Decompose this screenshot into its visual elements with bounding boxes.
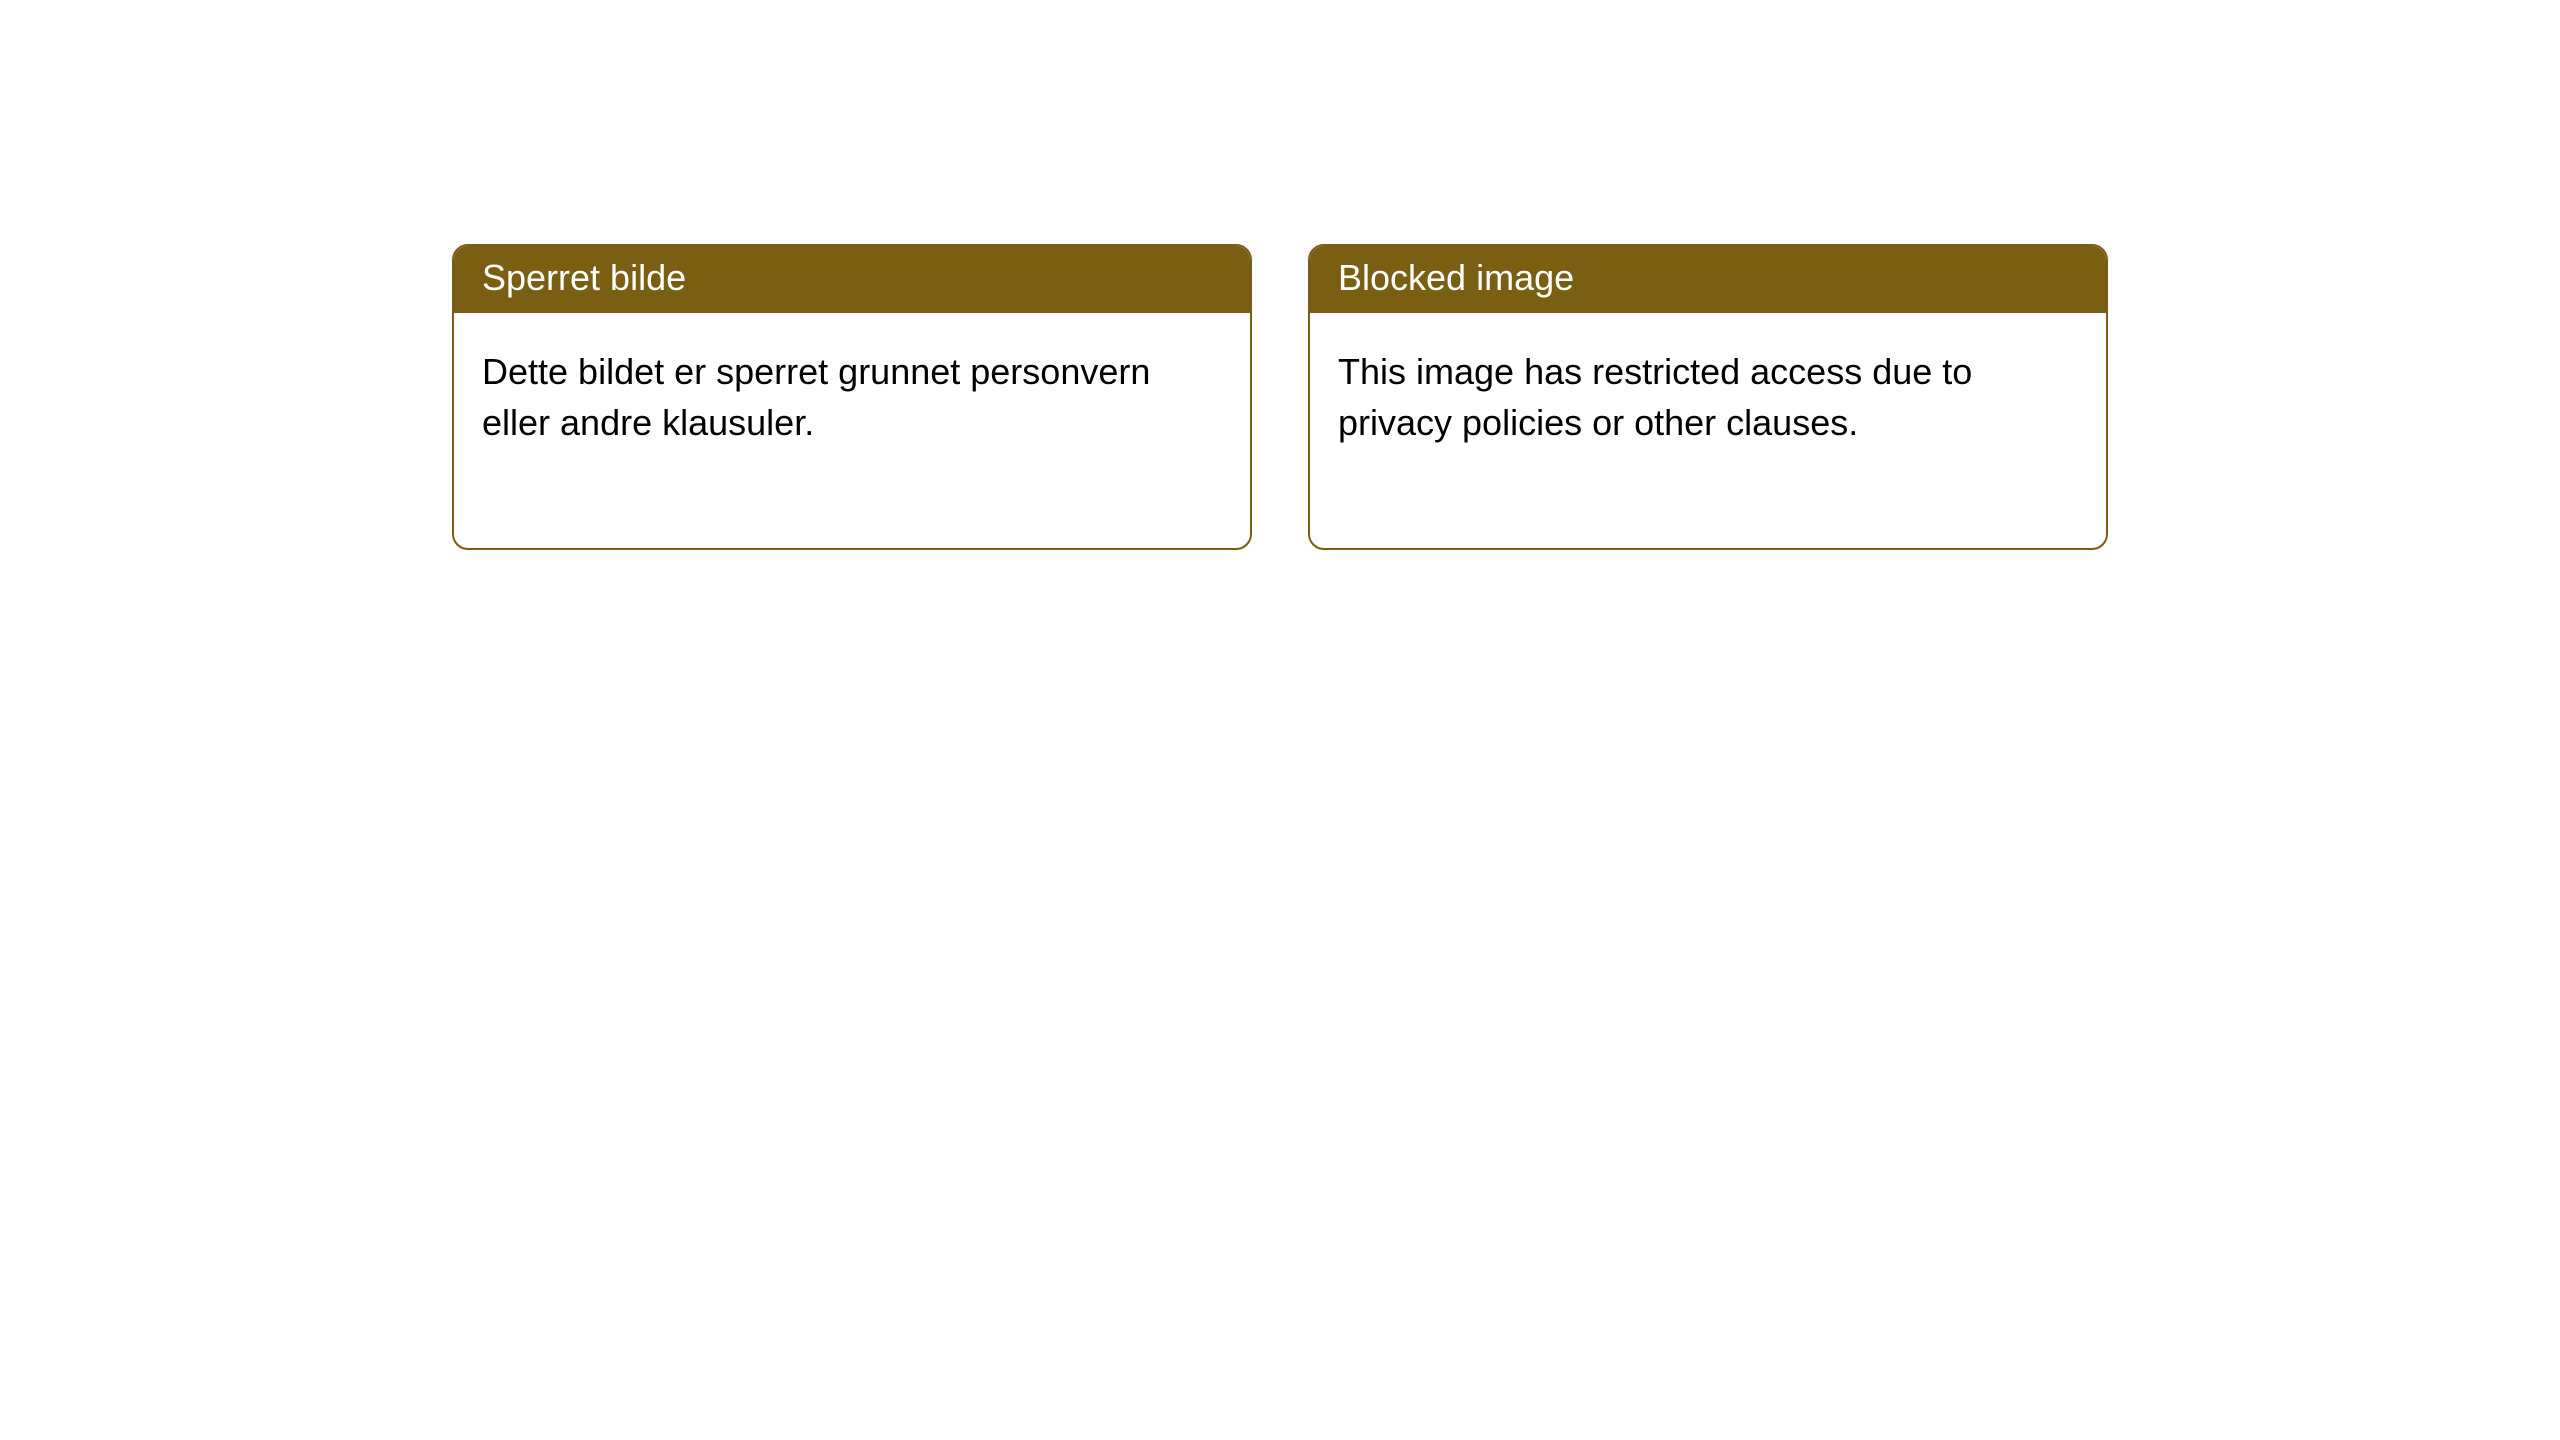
notice-card-body: This image has restricted access due to … [1310, 313, 2106, 548]
notice-card-header: Blocked image [1310, 246, 2106, 313]
notice-card-body: Dette bildet er sperret grunnet personve… [454, 313, 1250, 548]
notice-card-header: Sperret bilde [454, 246, 1250, 313]
notice-cards-container: Sperret bilde Dette bildet er sperret gr… [0, 0, 2560, 550]
notice-card-norwegian: Sperret bilde Dette bildet er sperret gr… [452, 244, 1252, 550]
notice-card-english: Blocked image This image has restricted … [1308, 244, 2108, 550]
